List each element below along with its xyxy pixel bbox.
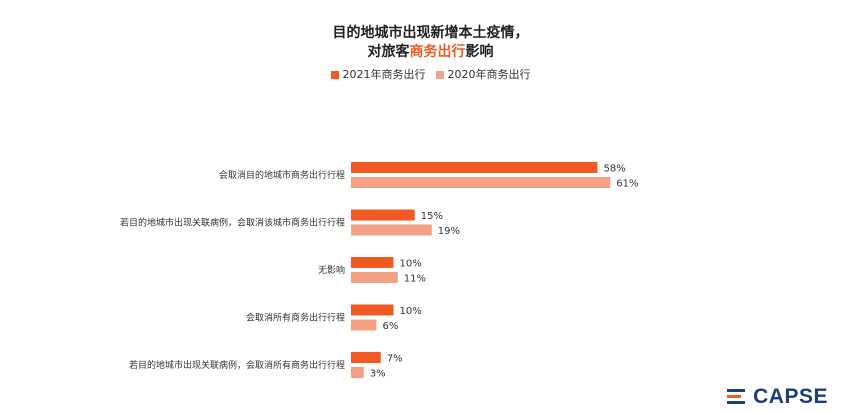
data-label-2021: 58%: [604, 164, 626, 175]
chart-legend: 2021年商务出行 2020年商务出行: [0, 68, 861, 82]
bar-2020: [351, 367, 364, 378]
capse-logo-icon: [727, 389, 746, 404]
legend-swatch-2021: [330, 71, 339, 79]
legend-label-2021: 2021年商务出行: [342, 68, 426, 81]
bar-2021: [351, 209, 415, 221]
title-tail-text: 影响: [465, 44, 494, 60]
data-label-2021: 15%: [421, 211, 443, 222]
data-label-2020: 19%: [438, 226, 460, 237]
title-plain-text: 对旅客: [367, 44, 410, 60]
legend-item-2020: 2020年商务出行: [435, 68, 531, 82]
category-label: 会取消目的地城市商务出行行程: [219, 169, 345, 181]
bar-2020: [351, 319, 377, 331]
data-label-2020: 3%: [370, 369, 386, 380]
bar-2021: [351, 352, 381, 363]
legend-label-2020: 2020年商务出行: [447, 68, 531, 81]
data-label-2021: 10%: [400, 306, 422, 317]
legend-swatch-2020: [435, 71, 444, 79]
bar-2021: [351, 162, 598, 173]
logo-text: CAPSE: [753, 385, 828, 408]
chart-title-line-2: 对旅客商务出行影响: [0, 43, 861, 61]
category-label: 无影响: [318, 264, 345, 276]
data-label-2021: 7%: [387, 354, 403, 365]
bar-2021: [351, 304, 394, 316]
category-label: 会取消所有商务出行行程: [246, 312, 345, 324]
data-label-2020: 11%: [404, 274, 426, 285]
title-accent-text: 商务出行: [409, 44, 466, 60]
bar-2020: [351, 224, 432, 236]
bar-2020: [351, 272, 398, 283]
data-label-2021: 10%: [400, 259, 422, 270]
category-label: 若目的地城市出现关联病例，会取消该城市商务出行行程: [120, 217, 345, 229]
data-label-2020: 61%: [616, 179, 638, 190]
data-label-2020: 6%: [383, 321, 399, 332]
bar-2020: [351, 177, 611, 188]
category-label: 若目的地城市出现关联病例，会取消所有商务出行行程: [129, 359, 345, 371]
legend-item-2021: 2021年商务出行: [330, 68, 426, 82]
bar-2021: [351, 257, 394, 268]
chart-title-line-1: 目的地城市出现新增本土疫情，: [332, 25, 529, 41]
capse-logo: CAPSE: [727, 385, 828, 409]
